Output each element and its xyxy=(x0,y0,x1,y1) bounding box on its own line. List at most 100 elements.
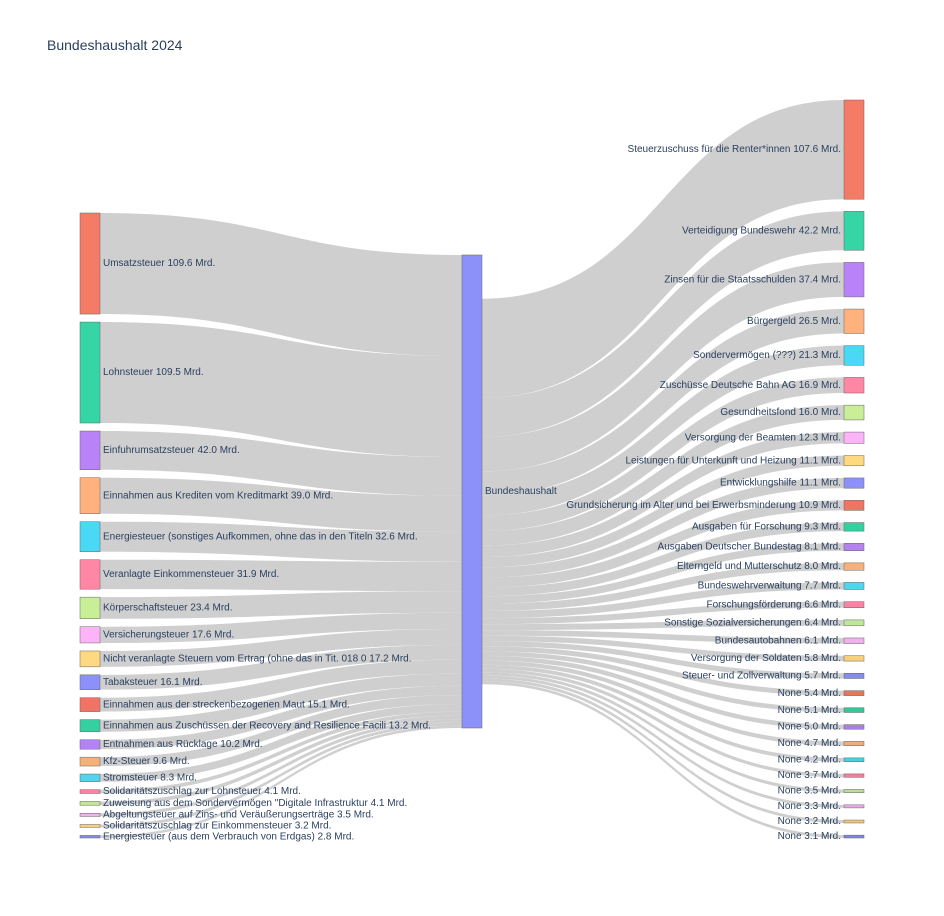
target-node-7 xyxy=(843,431,865,444)
source-node-11 xyxy=(79,719,101,733)
center-node xyxy=(461,254,483,729)
target-node-0 xyxy=(843,99,865,200)
link-source-6 xyxy=(100,591,462,619)
source-label-0: Umsatzsteuer 109.6 Mrd. xyxy=(103,258,215,269)
source-node-5 xyxy=(79,559,101,590)
link-target-20 xyxy=(482,646,844,696)
link-target-3 xyxy=(482,309,844,496)
labels-layer: Umsatzsteuer 109.6 Mrd. Lohnsteuer 109.5 … xyxy=(103,144,841,842)
source-node-8 xyxy=(79,650,101,668)
link-source-15 xyxy=(100,711,462,794)
source-node-0 xyxy=(79,212,101,315)
source-label-17: Abgeltungsteuer auf Zins- und Veräußerun… xyxy=(103,809,374,820)
target-label-7: Versorgung der Beamten 12.3 Mrd. xyxy=(685,432,841,443)
source-node-1 xyxy=(79,321,101,424)
link-source-7 xyxy=(100,612,462,643)
target-label-23: None 4.7 Mrd. xyxy=(778,738,841,749)
source-label-11: Einnahmen aus Zuschüssen der Recovery an… xyxy=(103,720,431,731)
target-node-15 xyxy=(843,601,865,609)
link-target-22 xyxy=(482,655,844,730)
link-source-19 xyxy=(100,725,462,838)
target-node-8 xyxy=(843,455,865,467)
source-label-1: Lohnsteuer 109.5 Mrd. xyxy=(103,367,204,378)
link-source-13 xyxy=(100,695,462,767)
link-target-21 xyxy=(482,651,844,713)
target-node-29 xyxy=(843,834,865,839)
source-label-8: Nicht veranlagte Steuern vom Ertrag (ohn… xyxy=(103,654,412,665)
target-node-14 xyxy=(843,582,865,590)
link-target-6 xyxy=(482,405,844,546)
target-label-3: Bürgergeld 26.5 Mrd. xyxy=(747,316,841,327)
target-label-13: Elterngeld und Mutterschutz 8.0 Mrd. xyxy=(677,561,841,572)
target-node-18 xyxy=(843,655,865,662)
link-target-26 xyxy=(482,672,844,793)
link-source-18 xyxy=(100,722,462,828)
target-label-24: None 4.2 Mrd. xyxy=(778,754,841,765)
source-node-19 xyxy=(79,835,101,839)
source-node-3 xyxy=(79,477,101,514)
link-source-17 xyxy=(100,719,462,817)
target-node-20 xyxy=(843,690,865,696)
source-label-19: Energiesteuer (aus dem Verbrauch von Erd… xyxy=(103,831,354,842)
link-source-10 xyxy=(100,659,462,712)
link-target-29 xyxy=(482,681,844,838)
target-label-21: None 5.1 Mrd. xyxy=(778,705,841,716)
link-target-23 xyxy=(482,660,844,746)
target-label-8: Leistungen für Unterkunft und Heizung 11… xyxy=(626,455,842,466)
link-target-0 xyxy=(482,100,844,398)
chart-title: Bundeshaushalt 2024 xyxy=(47,37,183,53)
link-target-24 xyxy=(482,664,844,762)
target-label-6: Gesundheitsfond 16.0 Mrd. xyxy=(720,407,841,418)
source-label-16: Zuweisung aus dem Sondervermögen "Digita… xyxy=(103,798,407,809)
link-source-11 xyxy=(100,673,462,732)
target-node-16 xyxy=(843,619,865,627)
target-label-14: Bundeswehrverwaltung 7.7 Mrd. xyxy=(698,581,841,592)
target-label-16: Sonstige Sozialversicherungen 6.4 Mrd. xyxy=(664,617,841,628)
link-source-0 xyxy=(100,213,462,357)
target-label-29: None 3.1 Mrd. xyxy=(778,831,841,842)
target-label-0: Steuerzuschuss für die Renter*innen 107.… xyxy=(628,144,841,155)
link-source-3 xyxy=(100,477,462,532)
target-node-17 xyxy=(843,637,865,644)
source-label-2: Einfuhrumsatzsteuer 42.0 Mrd. xyxy=(103,445,240,456)
link-target-16 xyxy=(482,619,844,631)
source-label-18: Solidaritätszuschlag zur Einkommensteuer… xyxy=(103,821,331,832)
link-target-11 xyxy=(482,522,844,597)
target-label-17: Bundesautobahnen 6.1 Mrd. xyxy=(715,635,841,646)
source-label-3: Einnahmen aus Krediten vom Kreditmarkt 3… xyxy=(103,490,333,501)
target-label-1: Verteidigung Bundeswehr 42.2 Mrd. xyxy=(682,225,841,236)
target-label-27: None 3.3 Mrd. xyxy=(778,801,841,812)
source-label-14: Stromsteuer 8.3 Mrd. xyxy=(103,772,197,783)
source-node-18 xyxy=(79,824,101,828)
target-node-11 xyxy=(843,522,865,532)
source-node-14 xyxy=(79,773,101,782)
target-node-13 xyxy=(843,562,865,571)
target-node-1 xyxy=(843,211,865,251)
source-label-12: Entnahmen aus Rücklage 10.2 Mrd. xyxy=(103,739,263,750)
link-target-28 xyxy=(482,678,844,823)
target-label-26: None 3.5 Mrd. xyxy=(778,786,841,797)
source-label-10: Einnahmen aus der streckenbezogenen Maut… xyxy=(103,699,350,710)
source-label-5: Veranlagte Einkommensteuer 31.9 Mrd. xyxy=(103,569,279,580)
target-node-23 xyxy=(843,741,865,746)
source-label-6: Körperschaftsteuer 23.4 Mrd. xyxy=(103,603,233,614)
target-node-4 xyxy=(843,345,865,366)
target-label-18: Versorgung der Soldaten 5.8 Mrd. xyxy=(691,653,841,664)
target-label-10: Grundsicherung im Alter und bei Erwerbsm… xyxy=(566,500,841,511)
link-source-14 xyxy=(100,704,462,782)
link-target-5 xyxy=(482,377,844,531)
target-label-11: Ausgaben für Forschung 9.3 Mrd. xyxy=(692,521,841,532)
target-node-25 xyxy=(843,773,865,778)
nodes-layer xyxy=(79,99,865,839)
links-layer xyxy=(100,100,844,838)
target-label-4: Sondervermögen (???) 21.3 Mrd. xyxy=(693,350,841,361)
link-source-8 xyxy=(100,628,462,667)
target-node-12 xyxy=(843,543,865,551)
link-target-15 xyxy=(482,601,844,625)
source-node-9 xyxy=(79,674,101,690)
source-label-15: Solidaritätszuschlag zur Lohnsteuer 4.1 … xyxy=(103,786,301,797)
target-label-25: None 3.7 Mrd. xyxy=(778,770,841,781)
link-source-9 xyxy=(100,644,462,690)
